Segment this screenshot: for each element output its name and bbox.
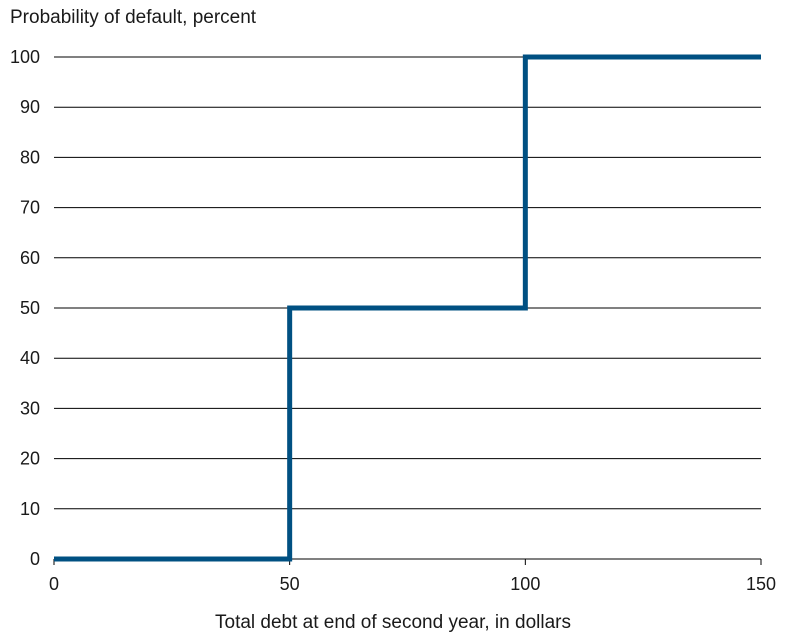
series-line	[54, 54, 761, 562]
y-tick-label: 90	[20, 97, 40, 117]
x-tick-label: 50	[280, 574, 300, 594]
y-tick-label: 30	[20, 398, 40, 418]
y-tick-label: 70	[20, 198, 40, 218]
y-tick-label: 80	[20, 147, 40, 167]
x-axis-title: Total debt at end of second year, in dol…	[215, 612, 571, 633]
y-tick-label: 20	[20, 449, 40, 469]
y-tick-label: 40	[20, 348, 40, 368]
y-tick-label: 50	[20, 298, 40, 318]
y-tick-label: 100	[10, 47, 40, 67]
x-tick-label: 0	[49, 574, 59, 594]
x-tick-label: 100	[510, 574, 540, 594]
y-tick-label: 10	[20, 499, 40, 519]
x-tick-label: 150	[746, 574, 776, 594]
y-axis-title: Probability of default, percent	[10, 7, 257, 28]
y-tick-label: 60	[20, 248, 40, 268]
y-tick-label: 0	[30, 549, 40, 569]
